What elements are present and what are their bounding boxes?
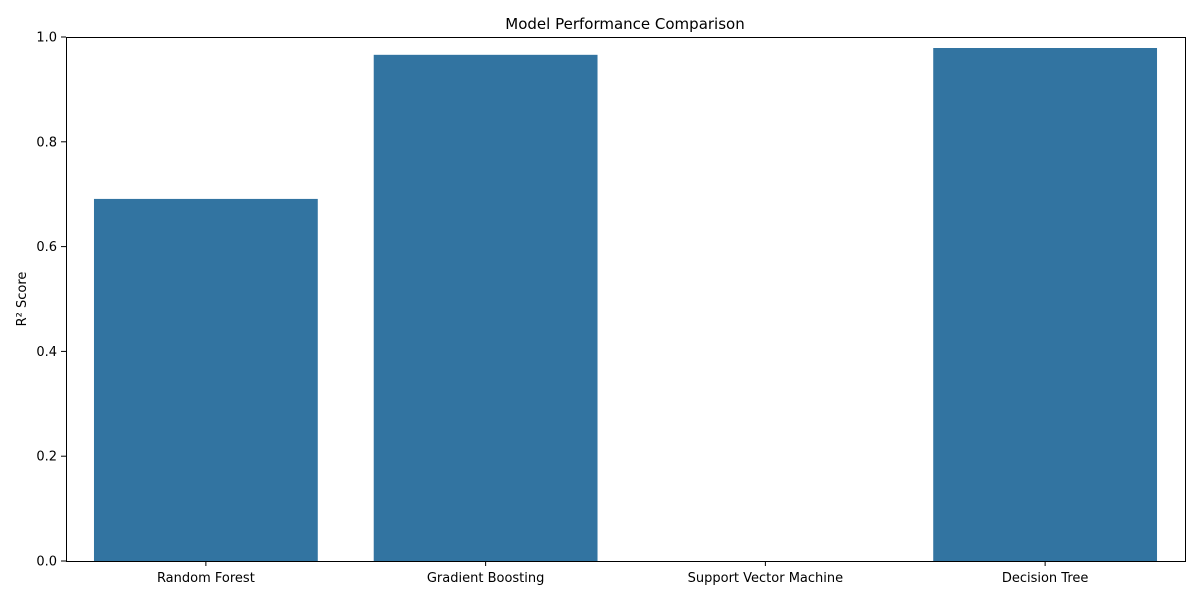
bar-decision-tree xyxy=(933,48,1158,561)
bar-gradient-boosting xyxy=(373,54,598,561)
y-tick-label: 1.0 xyxy=(36,31,57,46)
x-axis-ticks: Random Forest Gradient Boosting Support Ve… xyxy=(157,561,1088,586)
y-axis-ticks: 0.0 0.2 0.4 0.6 0.8 1.0 xyxy=(36,31,66,570)
x-tick-label: Support Vector Machine xyxy=(688,571,844,586)
y-tick-label: 0.8 xyxy=(36,135,57,150)
y-tick-label: 0.2 xyxy=(36,450,57,465)
chart-title: Model Performance Comparison xyxy=(505,15,744,33)
y-tick-label: 0.6 xyxy=(36,240,57,255)
plot-frame xyxy=(66,37,1186,562)
x-tick-label: Decision Tree xyxy=(1002,571,1089,586)
y-tick-label: 0.0 xyxy=(36,555,57,570)
x-tick-label: Gradient Boosting xyxy=(427,571,545,586)
bars-group xyxy=(93,48,1158,561)
bar-random-forest xyxy=(93,198,318,561)
y-axis-label: R² Score xyxy=(15,272,30,327)
y-tick-label: 0.4 xyxy=(36,345,57,360)
x-tick-label: Random Forest xyxy=(157,571,255,586)
